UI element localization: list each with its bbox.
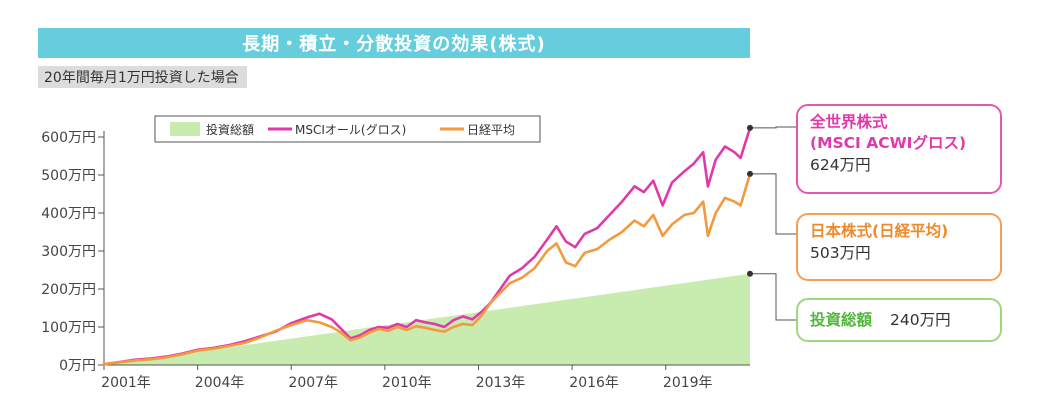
y-tick-label: 0万円: [59, 358, 96, 374]
x-tick-label: 2001年: [101, 375, 151, 391]
x-tick-label: 2016年: [569, 375, 619, 391]
y-tick-label: 300万円: [41, 244, 96, 260]
legend-box: [154, 115, 541, 143]
x-tick-label: 2004年: [195, 375, 245, 391]
callout-nikkei-title: 日本株式(日経平均): [810, 222, 949, 240]
x-tick-label: 2010年: [382, 375, 432, 391]
x-tick-label: 2013年: [476, 375, 526, 391]
callout-total: 投資総額 240万円: [796, 298, 1002, 342]
series-total-investment-area: [104, 273, 750, 365]
callout-nikkei: 日本株式(日経平均) 503万円: [796, 213, 1002, 281]
y-tick-label: 400万円: [41, 206, 96, 222]
legend-label-msci: MSCIオール(グロス): [295, 123, 406, 137]
callout-msci: 全世界株式 (MSCI ACWIグロス) 624万円: [796, 104, 1002, 194]
connector-total-dot: [747, 270, 753, 277]
legend-label-total: 投資総額: [206, 122, 254, 137]
connector-total: [750, 273, 797, 321]
x-tick-label: 2007年: [288, 375, 338, 391]
callout-msci-title: 全世界株式: [810, 113, 888, 131]
callout-msci-value: 624万円: [810, 156, 871, 174]
connector-nikkei: [750, 173, 797, 235]
y-tick-label: 600万円: [41, 130, 96, 146]
y-tick-label: 500万円: [41, 168, 96, 184]
callout-nikkei-value: 503万円: [810, 244, 871, 262]
connector-msci: [750, 126, 797, 129]
callout-msci-subtitle: (MSCI ACWIグロス): [810, 134, 967, 152]
chart-subtitle: 20年間毎月1万円投資した場合: [38, 66, 247, 88]
legend-label-nikkei: 日経平均: [467, 123, 515, 137]
y-tick-label: 100万円: [41, 320, 96, 336]
connector-msci-dot: [747, 124, 753, 131]
x-tick-label: 2019年: [663, 375, 713, 391]
connector-nikkei-dot: [747, 170, 753, 177]
y-tick-label: 200万円: [41, 282, 96, 298]
chart-title: 長期・積立・分散投資の効果(株式): [38, 28, 750, 58]
callout-total-label: 投資総額: [810, 310, 873, 329]
legend-swatch-total: [170, 122, 200, 136]
series-nikkei-line: [102, 172, 752, 366]
callout-total-value: 240万円: [890, 311, 951, 329]
